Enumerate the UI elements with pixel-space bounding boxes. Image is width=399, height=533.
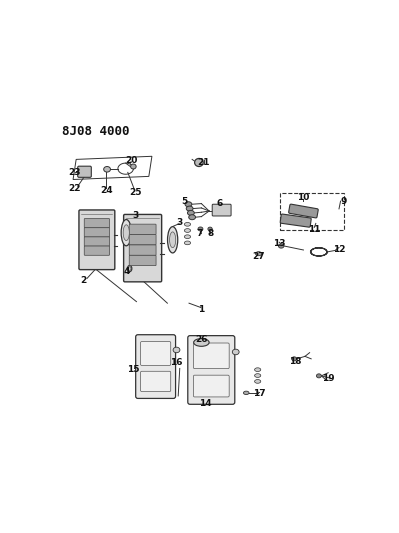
Ellipse shape bbox=[243, 391, 249, 394]
FancyBboxPatch shape bbox=[84, 237, 109, 246]
Ellipse shape bbox=[184, 241, 191, 245]
Text: 8: 8 bbox=[207, 229, 214, 238]
FancyBboxPatch shape bbox=[188, 336, 235, 405]
FancyBboxPatch shape bbox=[78, 166, 91, 177]
Text: 27: 27 bbox=[252, 252, 265, 261]
FancyBboxPatch shape bbox=[194, 343, 229, 369]
FancyBboxPatch shape bbox=[84, 219, 109, 228]
FancyBboxPatch shape bbox=[136, 335, 176, 399]
Ellipse shape bbox=[184, 222, 191, 226]
Text: 11: 11 bbox=[308, 225, 320, 234]
Ellipse shape bbox=[255, 374, 261, 377]
Text: 8J08 4000: 8J08 4000 bbox=[62, 125, 130, 139]
Ellipse shape bbox=[128, 265, 132, 272]
Text: 23: 23 bbox=[68, 168, 81, 177]
FancyBboxPatch shape bbox=[288, 204, 318, 218]
Text: 1: 1 bbox=[198, 305, 205, 314]
Text: 2: 2 bbox=[80, 277, 87, 285]
Ellipse shape bbox=[189, 215, 196, 220]
Ellipse shape bbox=[292, 357, 296, 361]
FancyBboxPatch shape bbox=[129, 224, 156, 235]
Ellipse shape bbox=[198, 227, 203, 231]
FancyBboxPatch shape bbox=[194, 375, 229, 397]
Text: 26: 26 bbox=[195, 335, 207, 344]
Text: 18: 18 bbox=[289, 358, 302, 366]
FancyBboxPatch shape bbox=[212, 204, 231, 216]
FancyBboxPatch shape bbox=[140, 372, 171, 392]
Ellipse shape bbox=[255, 379, 261, 383]
Text: 5: 5 bbox=[181, 197, 188, 206]
Text: 25: 25 bbox=[130, 188, 142, 197]
FancyBboxPatch shape bbox=[140, 342, 171, 366]
Text: 7: 7 bbox=[196, 229, 202, 238]
Ellipse shape bbox=[188, 211, 194, 215]
FancyBboxPatch shape bbox=[84, 228, 109, 237]
FancyBboxPatch shape bbox=[280, 214, 311, 227]
Ellipse shape bbox=[255, 252, 262, 256]
Text: 15: 15 bbox=[127, 366, 140, 375]
Ellipse shape bbox=[232, 349, 239, 355]
Ellipse shape bbox=[128, 266, 131, 270]
Ellipse shape bbox=[316, 374, 321, 378]
Ellipse shape bbox=[104, 166, 111, 172]
Text: 24: 24 bbox=[100, 186, 113, 195]
Ellipse shape bbox=[184, 229, 191, 232]
Ellipse shape bbox=[186, 206, 193, 211]
Bar bbox=[280, 193, 344, 230]
Ellipse shape bbox=[170, 232, 176, 248]
FancyBboxPatch shape bbox=[129, 245, 156, 255]
FancyBboxPatch shape bbox=[84, 246, 109, 255]
Text: 4: 4 bbox=[123, 267, 130, 276]
Ellipse shape bbox=[279, 244, 284, 248]
Ellipse shape bbox=[185, 202, 192, 207]
Text: 17: 17 bbox=[253, 389, 266, 398]
Ellipse shape bbox=[184, 235, 191, 239]
FancyBboxPatch shape bbox=[124, 214, 162, 282]
Ellipse shape bbox=[123, 225, 129, 240]
Text: 22: 22 bbox=[68, 184, 81, 193]
Text: 6: 6 bbox=[216, 199, 223, 208]
Text: 3: 3 bbox=[177, 217, 183, 227]
Text: 16: 16 bbox=[170, 358, 182, 367]
Ellipse shape bbox=[168, 227, 178, 253]
Ellipse shape bbox=[121, 220, 131, 246]
Ellipse shape bbox=[194, 338, 209, 346]
Text: 10: 10 bbox=[297, 192, 310, 201]
Text: 12: 12 bbox=[333, 246, 345, 254]
FancyBboxPatch shape bbox=[129, 255, 156, 265]
Text: 20: 20 bbox=[125, 157, 137, 165]
Text: 9: 9 bbox=[340, 197, 347, 206]
Ellipse shape bbox=[130, 164, 136, 169]
Ellipse shape bbox=[255, 368, 261, 372]
Text: 3: 3 bbox=[133, 211, 139, 220]
Text: 21: 21 bbox=[198, 158, 210, 167]
Ellipse shape bbox=[195, 158, 203, 166]
Text: 13: 13 bbox=[273, 239, 286, 248]
Text: 14: 14 bbox=[199, 399, 212, 408]
FancyBboxPatch shape bbox=[129, 235, 156, 245]
Ellipse shape bbox=[173, 347, 180, 353]
Ellipse shape bbox=[208, 227, 212, 231]
Text: 19: 19 bbox=[322, 375, 334, 383]
FancyBboxPatch shape bbox=[79, 210, 115, 270]
